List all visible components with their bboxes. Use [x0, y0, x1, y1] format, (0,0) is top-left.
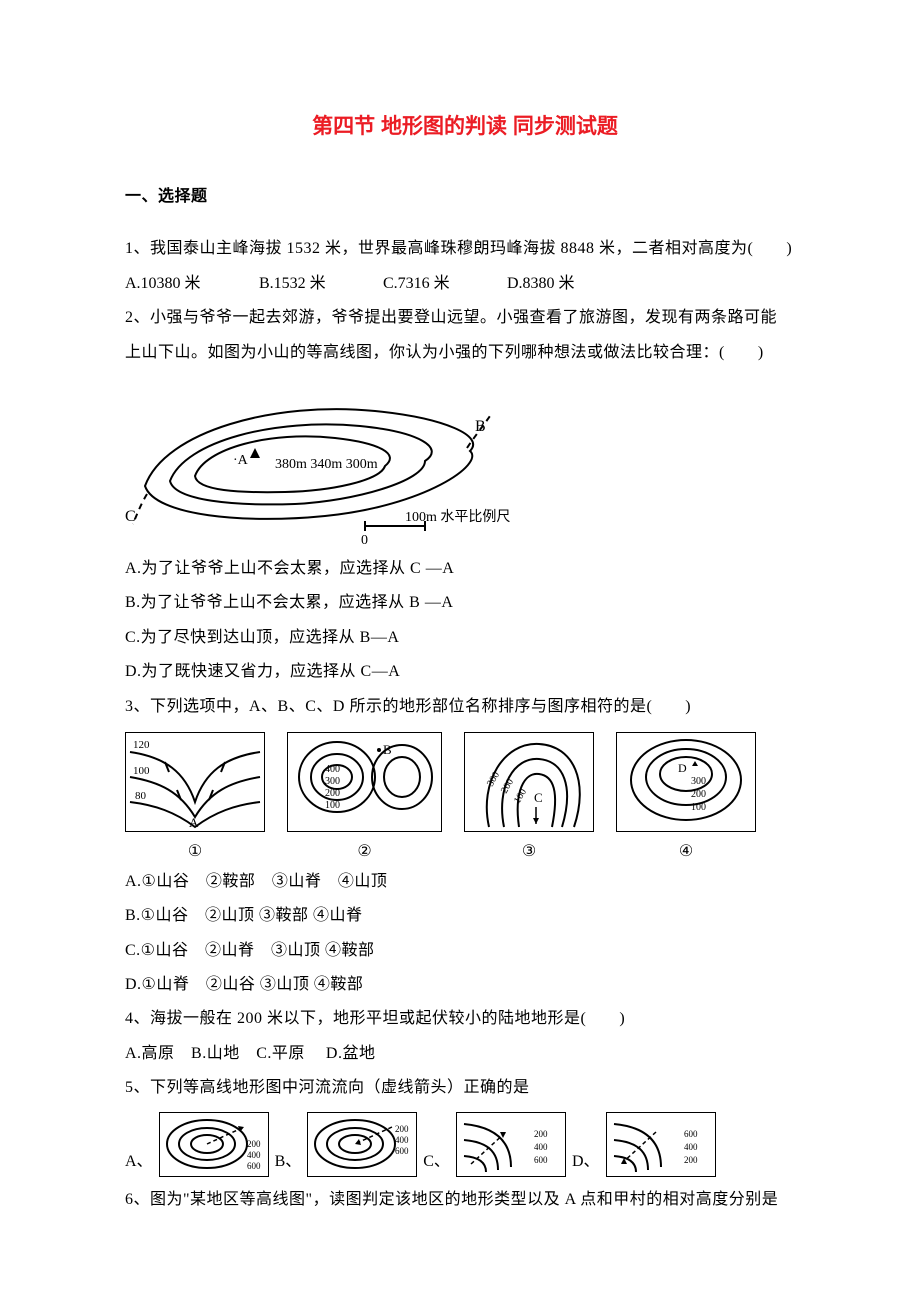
q5-fig-b: 200 400 600	[307, 1112, 417, 1177]
svg-text:200: 200	[534, 1129, 548, 1139]
svg-text:300: 300	[325, 776, 340, 787]
svg-text:400: 400	[534, 1142, 548, 1152]
q2-figure: ·A 380m 340m 300m B C 0 100m 水平比例尺	[125, 376, 805, 546]
q5-fig-c: 200 400 600	[456, 1112, 566, 1177]
q3-cap-3: ③	[464, 841, 594, 861]
q2-stem-1: 2、小强与爷爷一起去郊游，爷爷提出要登山远望。小强查看了旅游图，发现有两条路可能	[125, 301, 805, 335]
q2-opt-a: A.为了让爷爷上山不会太累，应选择从 C —A	[125, 552, 805, 586]
svg-text:600: 600	[534, 1155, 548, 1165]
svg-text:D: D	[678, 761, 687, 775]
q3-cap-4: ④	[616, 841, 756, 861]
svg-text:B: B	[475, 418, 486, 435]
q3-panel-3: 300 200 100 C ③	[464, 732, 594, 861]
svg-text:600: 600	[247, 1161, 261, 1171]
q2-opt-d: D.为了既快速又省力，应选择从 C—A	[125, 655, 805, 689]
q2-stem-2: 上山下山。如图为小山的等高线图，你认为小强的下列哪种想法或做法比较合理：( )	[125, 336, 805, 370]
svg-text:80: 80	[135, 790, 147, 802]
page-title: 第四节 地形图的判读 同步测试题	[125, 110, 805, 140]
svg-text:600: 600	[684, 1129, 698, 1139]
q3-opt-a: A.①山谷 ②鞍部 ③山脊 ④山顶	[125, 865, 805, 899]
q5-stem: 5、下列等高线地形图中河流流向（虚线箭头）正确的是	[125, 1071, 805, 1105]
svg-text:100: 100	[691, 802, 706, 813]
q3-panel-2: 400 300 200 100 B ②	[287, 732, 442, 861]
q3-stem: 3、下列选项中，A、B、C、D 所示的地形部位名称排序与图序相符的是( )	[125, 690, 805, 724]
q3-cap-2: ②	[287, 841, 442, 861]
q5-label-a: A、	[125, 1147, 153, 1177]
svg-text:200: 200	[691, 789, 706, 800]
q2-opt-c: C.为了尽快到达山顶，应选择从 B—A	[125, 621, 805, 655]
q1-opt-c: C.7316 米	[383, 267, 503, 301]
svg-text:0: 0	[361, 533, 368, 546]
svg-text:C: C	[534, 790, 543, 805]
svg-text:200: 200	[325, 788, 340, 799]
q6-stem: 6、图为"某地区等高线图"，读图判定该地区的地形类型以及 A 点和甲村的相对高度…	[125, 1183, 805, 1217]
svg-text:·A: ·A	[233, 453, 249, 468]
q3-panel-4: D 300 200 100 ④	[616, 732, 756, 861]
svg-text:300: 300	[691, 776, 706, 787]
svg-text:400: 400	[325, 764, 340, 775]
q1-stem: 1、我国泰山主峰海拔 1532 米，世界最高峰珠穆朗玛峰海拔 8848 米，二者…	[125, 232, 805, 266]
svg-text:200: 200	[395, 1124, 409, 1134]
svg-text:C: C	[125, 508, 136, 525]
page: 第四节 地形图的判读 同步测试题 一、选择题 1、我国泰山主峰海拔 1532 米…	[0, 0, 920, 1277]
svg-text:100: 100	[133, 765, 150, 777]
q5-label-b: B、	[275, 1147, 302, 1177]
svg-text:400: 400	[395, 1135, 409, 1145]
svg-text:600: 600	[395, 1146, 409, 1156]
q5-label-c: C、	[423, 1147, 450, 1177]
section-heading: 一、选择题	[125, 180, 805, 214]
q2-contour-labels: 380m 340m 300m	[275, 457, 378, 472]
q2-scale-label: 100m 水平比例尺	[405, 509, 510, 525]
q3-opt-d: D.①山脊 ②山谷 ③山顶 ④鞍部	[125, 968, 805, 1002]
svg-text:A: A	[189, 815, 199, 830]
svg-text:B: B	[383, 742, 392, 757]
svg-text:200: 200	[247, 1139, 261, 1149]
q5-figures: A、 200 400 600 B、 200 400	[125, 1112, 805, 1177]
q4-stem: 4、海拔一般在 200 米以下，地形平坦或起伏较小的陆地地形是( )	[125, 1002, 805, 1036]
q3-panel-1: 120 100 80 A ①	[125, 732, 265, 861]
q1-opt-b: B.1532 米	[259, 267, 379, 301]
q2-opt-b: B.为了让爷爷上山不会太累，应选择从 B —A	[125, 586, 805, 620]
q5-fig-a: 200 400 600	[159, 1112, 269, 1177]
q5-fig-d: 600 400 200	[606, 1112, 716, 1177]
q3-opt-c: C.①山谷 ②山脊 ③山顶 ④鞍部	[125, 934, 805, 968]
svg-text:400: 400	[684, 1142, 698, 1152]
q1-opt-a: A.10380 米	[125, 267, 255, 301]
q1-options: A.10380 米 B.1532 米 C.7316 米 D.8380 米	[125, 267, 805, 301]
svg-text:200: 200	[684, 1155, 698, 1165]
q3-cap-1: ①	[125, 841, 265, 861]
svg-text:100: 100	[325, 800, 340, 811]
svg-text:400: 400	[247, 1150, 261, 1160]
q3-opt-b: B.①山谷 ②山顶 ③鞍部 ④山脊	[125, 899, 805, 933]
q5-label-d: D、	[572, 1147, 600, 1177]
svg-text:120: 120	[133, 739, 150, 751]
q3-figures: 120 100 80 A ① 400 300 200	[125, 732, 805, 861]
q4-options: A.高原 B.山地 C.平原 D.盆地	[125, 1037, 805, 1071]
q1-opt-d: D.8380 米	[507, 267, 575, 301]
